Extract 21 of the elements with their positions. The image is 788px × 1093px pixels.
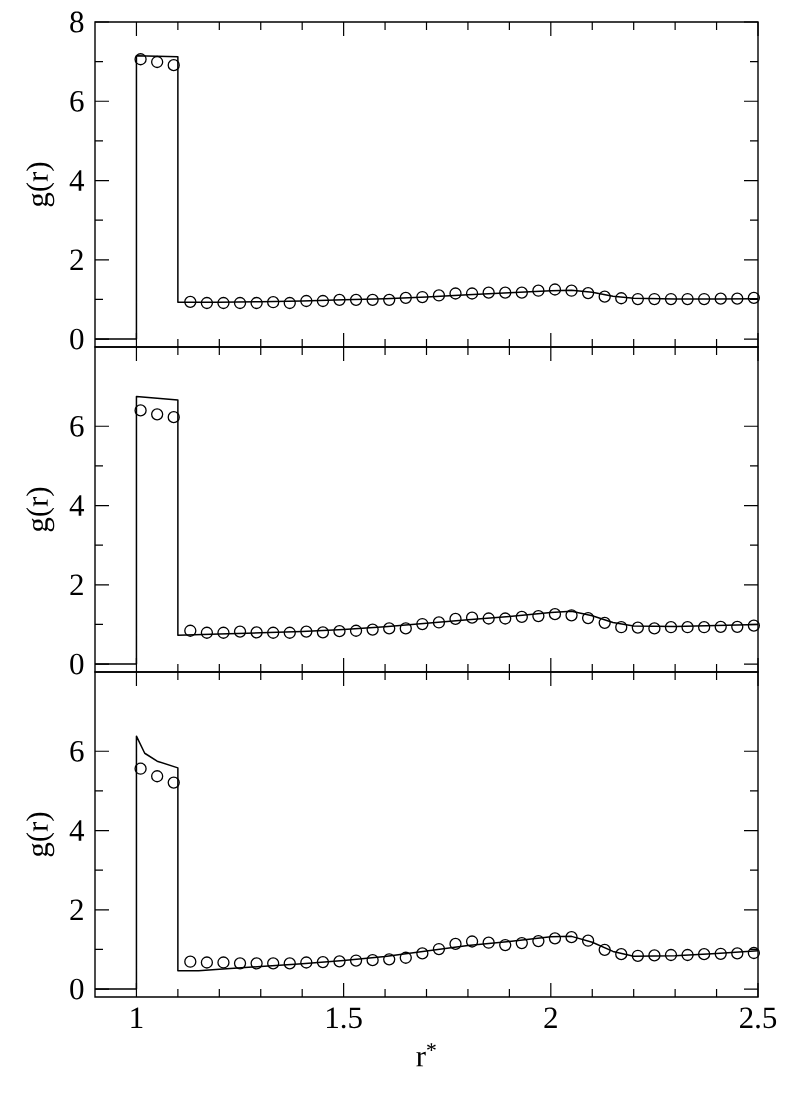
y-axis-title: g(r) <box>26 487 55 532</box>
y-tick-label: 2 <box>70 574 83 596</box>
y-tick-label: 0 <box>70 978 84 1000</box>
y-tick-label: 0 <box>70 653 84 675</box>
x-tick-label: 2 <box>544 1007 558 1028</box>
y-tick-label: 6 <box>70 415 84 437</box>
y-tick-label: 4 <box>69 170 85 191</box>
x-tick-label: 2.5 <box>740 1007 777 1029</box>
y-tick-label: 2 <box>70 249 83 271</box>
y-tick-label: 6 <box>70 740 84 762</box>
y-tick-label: 4 <box>69 495 85 516</box>
y-tick-label: 4 <box>69 820 85 841</box>
x-tick-label: 1.5 <box>327 1007 362 1029</box>
y-tick-label: 2 <box>70 899 83 921</box>
x-axis-title: r$^{*}$ <box>416 1043 436 1067</box>
y-tick-label: 8 <box>70 11 84 33</box>
y-axis-title: g(r) <box>26 162 55 207</box>
y-tick-label: 0 <box>70 328 84 350</box>
y-axis-title: g(r) <box>26 812 55 857</box>
y-tick-label: 6 <box>70 90 84 112</box>
x-tick-label: 1 <box>131 1007 143 1028</box>
